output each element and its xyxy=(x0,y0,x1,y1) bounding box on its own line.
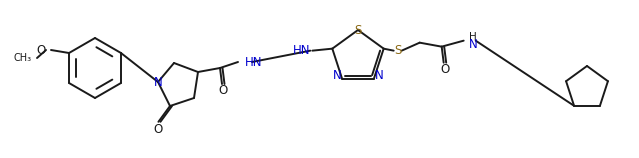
Text: H: H xyxy=(468,32,477,42)
Text: CH₃: CH₃ xyxy=(14,53,32,63)
Text: O: O xyxy=(440,63,449,76)
Text: O: O xyxy=(37,43,46,57)
Text: N: N xyxy=(468,38,477,51)
Text: S: S xyxy=(394,44,401,57)
Text: O: O xyxy=(154,123,163,136)
Text: HN: HN xyxy=(245,57,263,70)
Text: N: N xyxy=(374,69,383,82)
Text: N: N xyxy=(333,69,341,82)
Text: HN: HN xyxy=(293,44,311,57)
Text: N: N xyxy=(153,76,162,88)
Text: O: O xyxy=(219,85,227,97)
Text: S: S xyxy=(354,24,362,37)
